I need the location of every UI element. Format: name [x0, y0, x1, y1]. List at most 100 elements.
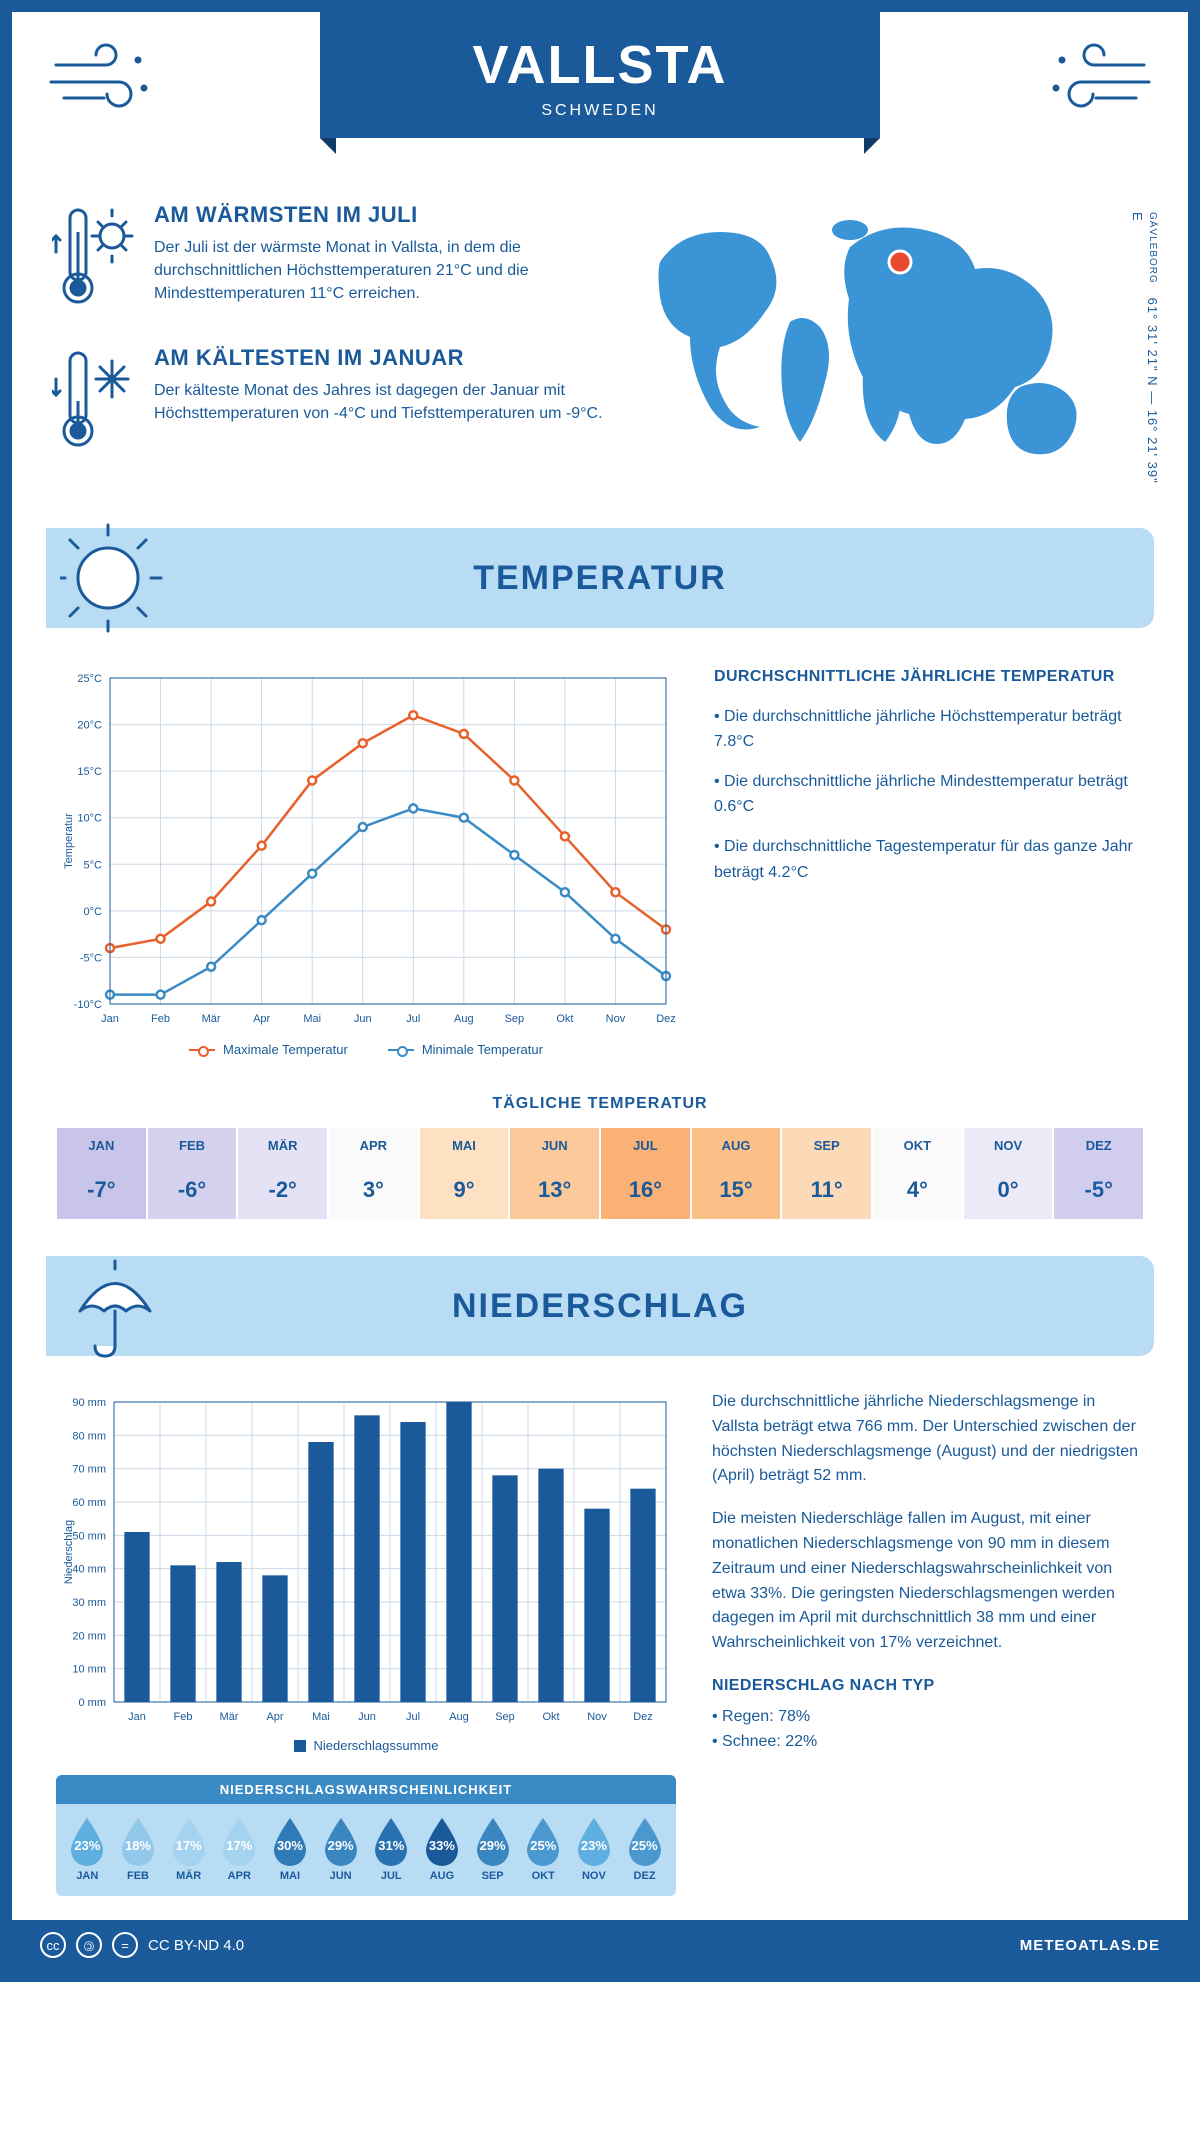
svg-text:Niederschlag: Niederschlag [63, 1520, 75, 1584]
svg-text:Feb: Feb [151, 1013, 170, 1025]
svg-text:Feb: Feb [174, 1711, 193, 1723]
drop-month: MÄR [166, 1870, 212, 1882]
drop-percent: 29% [473, 1838, 513, 1853]
svg-text:50 mm: 50 mm [72, 1530, 106, 1542]
drop-month: JAN [64, 1870, 110, 1882]
svg-text:Mai: Mai [312, 1711, 330, 1723]
legend-min: Minimale Temperatur [388, 1042, 543, 1057]
drop-month: DEZ [622, 1870, 668, 1882]
daily-cell: AUG15° [691, 1127, 782, 1220]
svg-text:80 mm: 80 mm [72, 1430, 106, 1442]
daily-cell: OKT4° [872, 1127, 963, 1220]
svg-text:60 mm: 60 mm [72, 1497, 106, 1509]
svg-text:10 mm: 10 mm [72, 1664, 106, 1676]
probability-drop: 33% AUG [419, 1816, 465, 1882]
daily-month: FEB [148, 1128, 237, 1163]
nd-icon: = [112, 1932, 138, 1958]
daily-cell: MAI9° [419, 1127, 510, 1220]
fact-coldest: AM KÄLTESTEN IM JANUAR Der kälteste Mona… [52, 345, 610, 460]
precip-summary: Die durchschnittliche jährliche Niedersc… [712, 1390, 1144, 1896]
temperature-line-chart: -10°C-5°C0°C5°C10°C15°C20°C25°CJanFebMär… [56, 664, 676, 1034]
daily-temp-title: TÄGLICHE TEMPERATUR [12, 1095, 1188, 1113]
svg-text:Mär: Mär [220, 1711, 239, 1723]
drop-percent: 31% [371, 1838, 411, 1853]
svg-text:Mai: Mai [303, 1013, 321, 1025]
summary-line: • Die durchschnittliche Tagestemperatur … [714, 834, 1144, 885]
probability-row: 23%JAN18%FEB17%MÄR17%APR30%MAI29%JUN31%J… [56, 1804, 676, 1882]
svg-text:25°C: 25°C [77, 673, 102, 685]
probability-drop: 17%MÄR [166, 1816, 212, 1882]
probability-drop: 23%NOV [571, 1816, 617, 1882]
daily-value: 0° [964, 1163, 1053, 1219]
daily-value: -7° [57, 1163, 146, 1219]
daily-month: DEZ [1054, 1128, 1143, 1163]
daily-value: 13° [510, 1163, 599, 1219]
probability-box: NIEDERSCHLAGSWAHRSCHEINLICHKEIT 23%JAN18… [56, 1775, 676, 1896]
svg-text:15°C: 15°C [77, 766, 102, 778]
daily-value: 11° [782, 1163, 871, 1219]
drop-month: FEB [115, 1870, 161, 1882]
map-column: GÄVLEBORG 61° 31' 21" N — 16° 21' 39" E [640, 202, 1148, 488]
svg-text:Apr: Apr [266, 1711, 283, 1723]
drop-percent: 25% [625, 1838, 665, 1853]
svg-text:Jul: Jul [406, 1711, 420, 1723]
daily-cell: MÄR-2° [237, 1127, 328, 1220]
footer: cc 🄯 = CC BY-ND 4.0 METEOATLAS.DE [12, 1920, 1188, 1970]
summary-line: • Die durchschnittliche jährliche Höchst… [714, 704, 1144, 755]
svg-text:-10°C: -10°C [74, 999, 102, 1011]
drop-percent: 29% [321, 1838, 361, 1853]
svg-text:30 mm: 30 mm [72, 1597, 106, 1609]
daily-month: JUL [601, 1128, 690, 1163]
svg-text:Okt: Okt [556, 1013, 573, 1025]
daily-value: 3° [329, 1163, 418, 1219]
probability-drop: 30%MAI [267, 1816, 313, 1882]
fact-text: Der kälteste Monat des Jahres ist dagege… [154, 379, 610, 425]
svg-text:Nov: Nov [606, 1013, 626, 1025]
temperature-summary: DURCHSCHNITTLICHE JÄHRLICHE TEMPERATUR •… [714, 664, 1144, 1057]
drop-month: AUG [419, 1870, 465, 1882]
wind-icon [1044, 40, 1154, 125]
daily-cell: FEB-6° [147, 1127, 238, 1220]
svg-text:Dez: Dez [633, 1711, 653, 1723]
by-icon: 🄯 [76, 1932, 102, 1958]
drop-percent: 23% [67, 1838, 107, 1853]
daily-cell: JUL16° [600, 1127, 691, 1220]
drop-percent: 33% [422, 1838, 462, 1853]
daily-cell: JUN13° [509, 1127, 600, 1220]
precip-bar-chart: 0 mm10 mm20 mm30 mm40 mm50 mm60 mm70 mm8… [56, 1390, 676, 1730]
summary-title: DURCHSCHNITTLICHE JÄHRLICHE TEMPERATUR [714, 664, 1144, 690]
drop-month: APR [216, 1870, 262, 1882]
probability-drop: 25%OKT [520, 1816, 566, 1882]
section-header-temperature: TEMPERATUR [46, 528, 1154, 628]
drop-month: SEP [470, 1870, 516, 1882]
daily-month: OKT [873, 1128, 962, 1163]
daily-month: MAI [420, 1128, 509, 1163]
license-block: cc 🄯 = CC BY-ND 4.0 [40, 1932, 244, 1958]
facts-column: AM WÄRMSTEN IM JULI Der Juli ist der wär… [52, 202, 610, 488]
svg-text:Sep: Sep [505, 1013, 525, 1025]
chart-legend: Niederschlagssumme [56, 1738, 676, 1753]
precip-para: Die durchschnittliche jährliche Niedersc… [712, 1390, 1144, 1489]
daily-month: JUN [510, 1128, 599, 1163]
chart-legend: Maximale Temperatur Minimale Temperatur [56, 1042, 676, 1057]
daily-value: 4° [873, 1163, 962, 1219]
svg-text:-5°C: -5°C [80, 952, 102, 964]
temperature-chart: -10°C-5°C0°C5°C10°C15°C20°C25°CJanFebMär… [56, 664, 676, 1057]
section-title: TEMPERATUR [176, 559, 1154, 598]
svg-text:20°C: 20°C [77, 720, 102, 732]
svg-text:Dez: Dez [656, 1013, 676, 1025]
daily-value: -5° [1054, 1163, 1143, 1219]
fact-text: Der Juli ist der wärmste Monat in Vallst… [154, 236, 610, 306]
daily-cell: APR3° [328, 1127, 419, 1220]
daily-value: 15° [692, 1163, 781, 1219]
title-banner: VALLSTA SCHWEDEN [320, 12, 880, 138]
svg-text:Aug: Aug [449, 1711, 469, 1723]
svg-text:Jul: Jul [406, 1013, 420, 1025]
svg-text:0 mm: 0 mm [79, 1697, 107, 1709]
daily-cell: NOV0° [963, 1127, 1054, 1220]
probability-drop: 25% DEZ [622, 1816, 668, 1882]
country-subtitle: SCHWEDEN [320, 102, 880, 120]
daily-month: MÄR [238, 1128, 327, 1163]
svg-text:40 mm: 40 mm [72, 1564, 106, 1576]
daily-month: APR [329, 1128, 418, 1163]
